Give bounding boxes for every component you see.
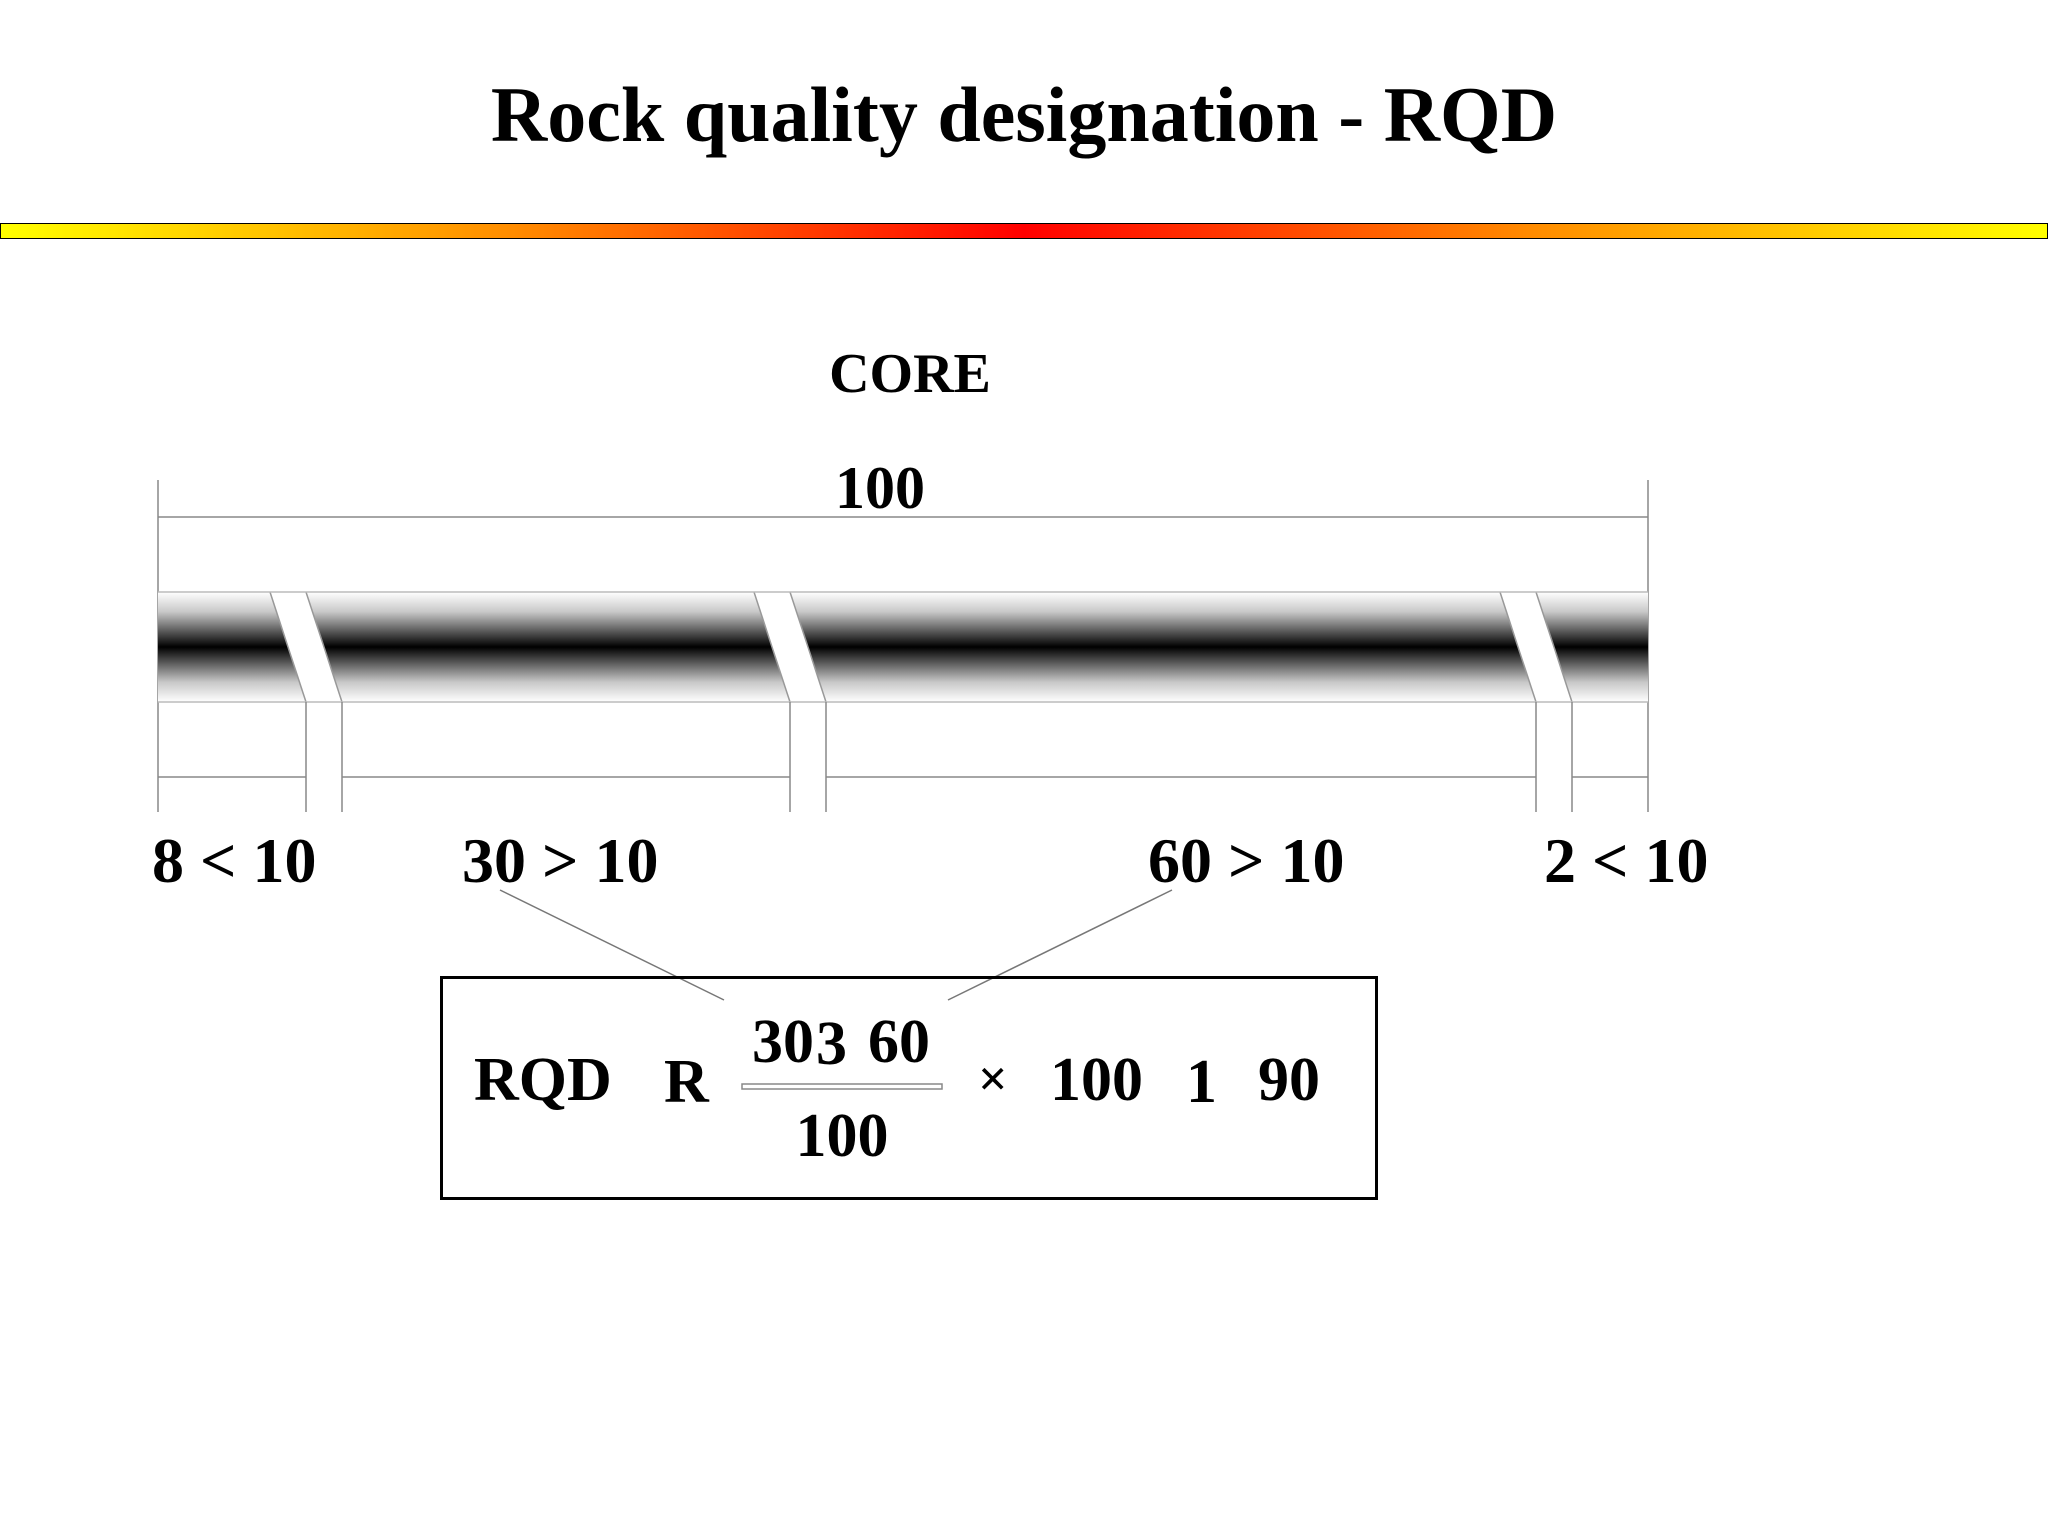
fracture-lines xyxy=(158,591,1648,703)
formula-plus: 3 xyxy=(816,1010,847,1078)
formula-box xyxy=(440,976,1378,1200)
core-piece-4 xyxy=(1536,592,1648,702)
formula-denominator: 100 xyxy=(796,1102,889,1170)
piece-label-2: 30 > 10 xyxy=(462,825,658,896)
rqd-formula: RQD R 30 3 60 100 × 100 1 90 xyxy=(474,1008,1320,1170)
formula-numerator-b: 60 xyxy=(868,1008,930,1076)
slide-title: Rock quality designation - RQD xyxy=(490,71,1558,158)
total-length-label: 100 xyxy=(835,455,925,521)
piece-label-1: 8 < 10 xyxy=(152,825,316,896)
leader-lines xyxy=(499,889,1173,1001)
fraction-bar xyxy=(741,1083,943,1090)
core-piece-3 xyxy=(790,592,1536,702)
piece-label-3: 60 > 10 xyxy=(1148,825,1344,896)
piece-label-4: 2 < 10 xyxy=(1544,825,1708,896)
core-label: CORE xyxy=(829,343,991,405)
piece-length-dimensions xyxy=(158,702,1648,812)
formula-lhs: RQD xyxy=(474,1046,612,1114)
formula-equals-2: 1 xyxy=(1186,1048,1217,1116)
formula-result: 90 xyxy=(1258,1046,1320,1114)
core-piece-2 xyxy=(306,592,790,702)
formula-numerator-a: 30 xyxy=(752,1008,814,1076)
formula-factor: 100 xyxy=(1050,1046,1143,1114)
core-pieces xyxy=(158,592,1648,702)
formula-equals: R xyxy=(664,1048,710,1116)
formula-times: × xyxy=(978,1051,1008,1108)
core-piece-1 xyxy=(158,592,306,702)
